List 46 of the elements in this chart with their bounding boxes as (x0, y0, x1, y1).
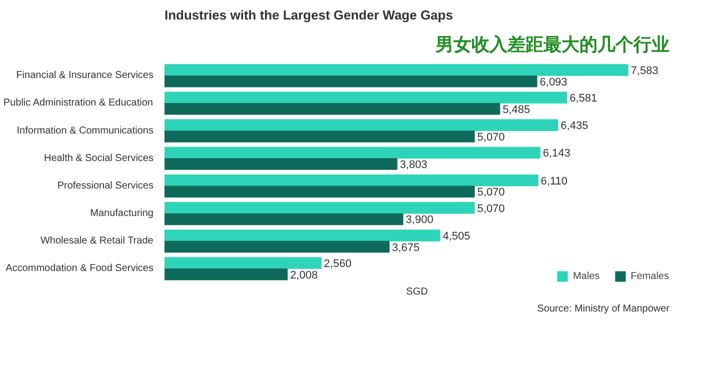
chart-title: Industries with the Largest Gender Wage Gaps (164, 8, 453, 22)
bar (164, 186, 475, 198)
bar (164, 75, 538, 88)
data-label: 6,435 (560, 120, 588, 132)
y-tick-label: Health & Social Services (44, 152, 154, 164)
data-label: 7,583 (630, 65, 658, 78)
bar (164, 268, 288, 280)
y-tick-label: Accommodation & Food Services (6, 263, 154, 274)
bar (164, 146, 540, 159)
data-label: 3,803 (400, 159, 428, 172)
y-tick-label: Financial & Insurance Services (16, 70, 154, 82)
data-label: 6,093 (540, 76, 568, 88)
bar (164, 240, 390, 253)
bar (164, 174, 538, 186)
data-label: 6,143 (542, 148, 570, 160)
y-tick-label: Wholesale & Retail Trade (40, 236, 154, 247)
data-label: 3,675 (392, 242, 420, 254)
bar (164, 230, 440, 242)
data-label: 5,070 (477, 131, 505, 144)
data-label: 2,560 (324, 258, 352, 270)
chart-subtitle: 男女收入差距最大的几个行业 (434, 34, 670, 56)
legend-label: Females (630, 270, 669, 282)
y-tick-label: Professional Services (57, 180, 154, 192)
data-label: 3,900 (406, 214, 434, 226)
bar (164, 130, 475, 142)
bar (164, 213, 404, 226)
bar (164, 64, 628, 76)
data-label: 4,505 (442, 230, 470, 242)
data-label: 6,110 (540, 175, 568, 188)
bar (164, 92, 568, 104)
x-axis-title: SGD (406, 286, 428, 298)
bar (164, 257, 322, 269)
y-tick-label: Manufacturing (90, 208, 154, 220)
data-label: 6,581 (570, 92, 598, 105)
data-label: 5,485 (502, 104, 530, 116)
bar (164, 202, 475, 214)
data-label: 5,070 (477, 202, 505, 215)
y-tick-label: Public Administration & Education (3, 98, 153, 109)
data-label: 5,070 (477, 186, 505, 199)
source-note: Source: Ministry of Manpower (537, 304, 670, 314)
legend-label: Males (572, 270, 600, 282)
bar (164, 158, 398, 170)
data-label: 2,008 (290, 269, 318, 282)
bar (164, 119, 558, 132)
y-tick-label: Information & Communications (16, 125, 154, 136)
bar (164, 103, 500, 115)
